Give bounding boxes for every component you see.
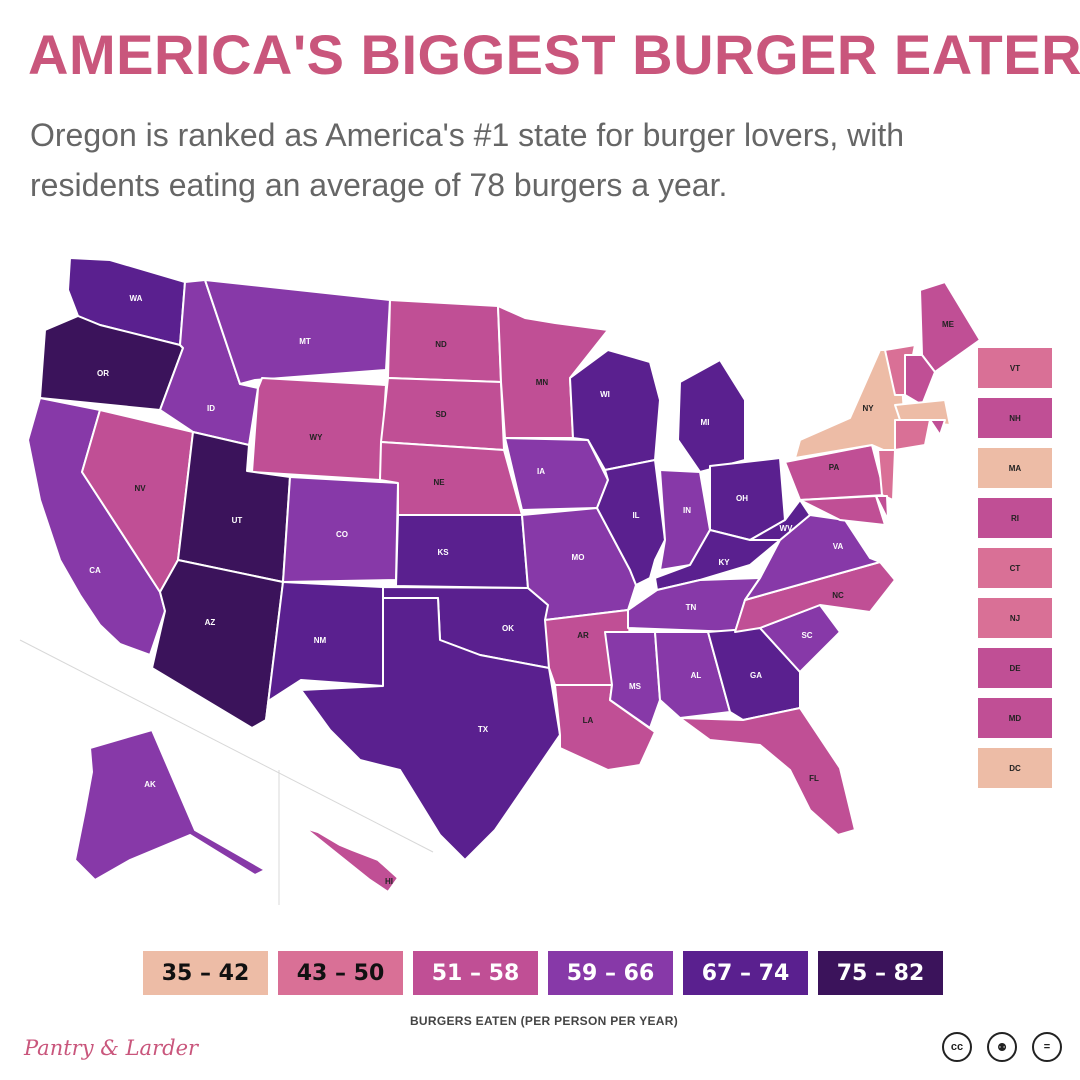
legend-bin: 35 – 42 xyxy=(143,951,268,995)
state-label-nv: NV xyxy=(134,484,146,493)
state-label-mn: MN xyxy=(536,378,549,387)
state-nj xyxy=(877,449,896,501)
state-label-la: LA xyxy=(583,716,594,725)
attribution-icon: ⚉ xyxy=(987,1032,1017,1062)
state-label-in: IN xyxy=(683,506,691,515)
state-tx xyxy=(300,597,561,861)
state-md xyxy=(799,495,886,526)
brand-logo: Pantry & Larder xyxy=(24,1036,199,1060)
state-label-tx: TX xyxy=(478,725,489,734)
legend: 35 – 42 43 – 50 51 – 58 59 – 66 67 – 74 75 – … xyxy=(143,951,953,995)
noderivs-icon: = xyxy=(1032,1032,1062,1062)
state-label-mo: MO xyxy=(572,553,585,562)
legend-bin: 59 – 66 xyxy=(548,951,673,995)
state-label-tn: TN xyxy=(686,603,697,612)
state-label-ak: AK xyxy=(144,780,156,789)
state-mi xyxy=(677,359,746,473)
state-label-nd: ND xyxy=(435,340,447,349)
state-label-mt: MT xyxy=(299,337,311,346)
state-label-az: AZ xyxy=(205,618,216,627)
side-box-nh: NH xyxy=(977,397,1053,439)
state-label-co: CO xyxy=(336,530,348,539)
state-ne xyxy=(379,441,523,516)
state-label-fl: FL xyxy=(809,774,819,783)
state-label-va: VA xyxy=(833,542,844,551)
state-hi xyxy=(304,827,399,893)
state-nc xyxy=(734,561,896,633)
state-label-me: ME xyxy=(942,320,955,329)
legend-caption: BURGERS EATEN (PER PERSON PER YEAR) xyxy=(409,1014,679,1028)
state-label-id: ID xyxy=(207,404,215,413)
state-label-nc: NC xyxy=(832,591,844,600)
state-wv xyxy=(749,499,811,541)
state-label-ga: GA xyxy=(750,671,762,680)
state-label-ia: IA xyxy=(537,467,545,476)
state-ak xyxy=(74,729,266,881)
state-de xyxy=(875,495,889,521)
license-icons: cc ⚉ = xyxy=(927,1032,1062,1062)
state-label-ut: UT xyxy=(232,516,243,525)
state-label-hi: HI xyxy=(385,877,393,886)
side-box-ri: RI xyxy=(977,497,1053,539)
state-label-ky: KY xyxy=(718,558,730,567)
state-label-nm: NM xyxy=(314,636,327,645)
legend-bin: 75 – 82 xyxy=(818,951,943,995)
state-label-al: AL xyxy=(691,671,702,680)
side-box-md: MD xyxy=(977,697,1053,739)
state-ct xyxy=(894,419,931,451)
legend-bin: 51 – 58 xyxy=(413,951,538,995)
cc-icon: cc xyxy=(942,1032,972,1062)
state-al xyxy=(654,631,731,719)
state-label-mi: MI xyxy=(701,418,710,427)
side-box-nj: NJ xyxy=(977,597,1053,639)
state-va xyxy=(744,514,881,601)
side-box-de: DE xyxy=(977,647,1053,689)
state-il xyxy=(596,459,666,586)
state-label-wv: WV xyxy=(780,524,794,533)
state-label-sd: SD xyxy=(435,410,446,419)
page-subtitle: Oregon is ranked as America's #1 state f… xyxy=(30,117,905,203)
legend-bin: 67 – 74 xyxy=(683,951,808,995)
state-ks xyxy=(395,514,529,589)
side-box-dc: DC xyxy=(977,747,1053,789)
state-mt xyxy=(204,279,391,385)
legend-bin: 43 – 50 xyxy=(278,951,403,995)
state-label-ok: OK xyxy=(502,624,514,633)
state-label-ms: MS xyxy=(629,682,642,691)
state-label-wa: WA xyxy=(130,294,143,303)
state-label-ca: CA xyxy=(89,566,101,575)
state-label-oh: OH xyxy=(736,494,748,503)
state-fl xyxy=(679,707,856,836)
state-label-wi: WI xyxy=(600,390,610,399)
state-wy xyxy=(251,377,387,481)
state-label-il: IL xyxy=(632,511,639,520)
state-ma xyxy=(894,399,951,426)
state-label-ks: KS xyxy=(437,548,449,557)
state-label-pa: PA xyxy=(829,463,840,472)
page-title: AMERICA'S BIGGEST BURGER EATERS xyxy=(28,23,1080,86)
side-box-ct: CT xyxy=(977,547,1053,589)
state-label-sc: SC xyxy=(801,631,812,640)
state-label-wy: WY xyxy=(310,433,324,442)
small-state-boxes: VT NH MA RI CT NJ DE MD DC xyxy=(977,347,1053,797)
state-label-or: OR xyxy=(97,369,109,378)
side-box-vt: VT xyxy=(977,347,1053,389)
state-az xyxy=(151,559,284,729)
state-nh xyxy=(904,354,936,406)
state-label-ne: NE xyxy=(433,478,445,487)
state-me xyxy=(919,281,981,373)
state-label-ar: AR xyxy=(577,631,589,640)
state-label-ny: NY xyxy=(862,404,874,413)
state-ri xyxy=(929,419,946,436)
side-box-ma: MA xyxy=(977,447,1053,489)
